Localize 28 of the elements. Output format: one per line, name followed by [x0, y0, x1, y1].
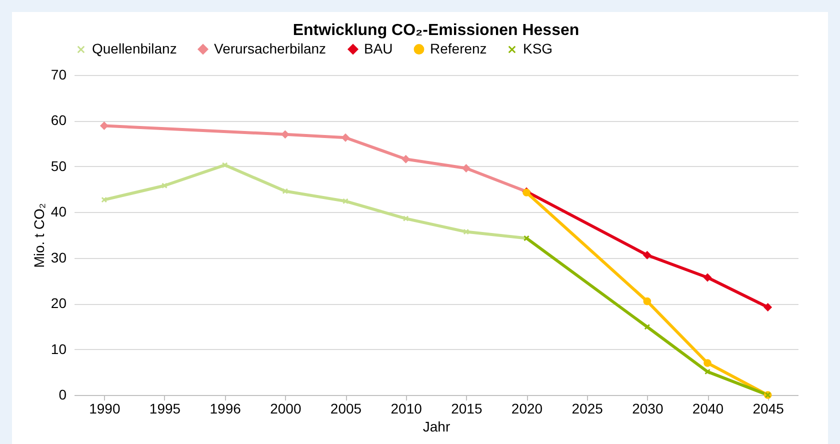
x-tick-label: 2025: [572, 400, 604, 416]
legend-label: Referenz: [430, 40, 487, 56]
y-tick-label: 0: [58, 386, 67, 402]
x-tick-label: 2005: [330, 400, 362, 416]
legend-label: Quellenbilanz: [92, 40, 177, 56]
y-tick-label: 70: [50, 66, 67, 82]
x-tick-label: 1990: [89, 400, 120, 416]
x-tick-label: 1996: [210, 400, 242, 416]
y-tick-label: 40: [50, 204, 67, 220]
x-tick-label: 2040: [692, 400, 724, 416]
x-tick-label: 1995: [149, 400, 181, 416]
chart-title: Entwicklung CO₂-Emissionen Hessen: [292, 22, 580, 39]
y-tick-label: 50: [50, 158, 67, 174]
y-axis-title: Mio. t CO₂: [30, 203, 47, 268]
x-tick-label: 2020: [511, 400, 543, 416]
x-tick-label: 2010: [390, 400, 422, 416]
x-tick-label: 2030: [632, 400, 664, 416]
y-tick-label: 10: [50, 340, 67, 357]
x-tick-label: 2045: [752, 400, 784, 416]
y-tick-label: 60: [50, 112, 67, 128]
legend-label: BAU: [364, 40, 393, 56]
legend-label: KSG: [523, 40, 553, 56]
x-tick-label: 2000: [270, 400, 302, 416]
legend-label: Verursacherbilanz: [214, 40, 326, 56]
x-tick-label: 2015: [451, 400, 482, 416]
y-tick-label: 30: [50, 249, 67, 266]
y-tick-label: 20: [50, 295, 67, 312]
x-axis-title: Jahr: [422, 418, 450, 434]
